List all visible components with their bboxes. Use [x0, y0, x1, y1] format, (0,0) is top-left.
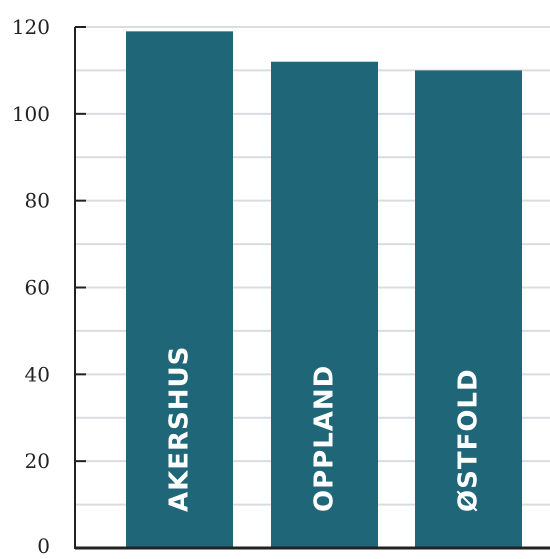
bar-oppland — [271, 61, 378, 548]
bar-østfold — [415, 70, 522, 549]
y-tick-label: 100 — [12, 102, 50, 126]
y-tick-label: 120 — [12, 15, 50, 39]
bars: AKERSHUS OPPLAND ØSTFOLD — [126, 31, 522, 549]
y-tick-label: 20 — [25, 449, 50, 473]
y-tick-label: 80 — [25, 189, 50, 213]
bar-label: AKERSHUS — [165, 346, 195, 512]
y-axis-ticks: 0 20 40 60 80 100 120 — [12, 15, 86, 558]
y-tick-label: 60 — [25, 276, 50, 300]
y-tick-label: 0 — [37, 534, 50, 558]
y-tick-label: 40 — [25, 362, 50, 386]
bar-akershus — [126, 31, 233, 548]
bar-label: OPPLAND — [310, 365, 340, 512]
bar-label: ØSTFOLD — [454, 368, 484, 512]
